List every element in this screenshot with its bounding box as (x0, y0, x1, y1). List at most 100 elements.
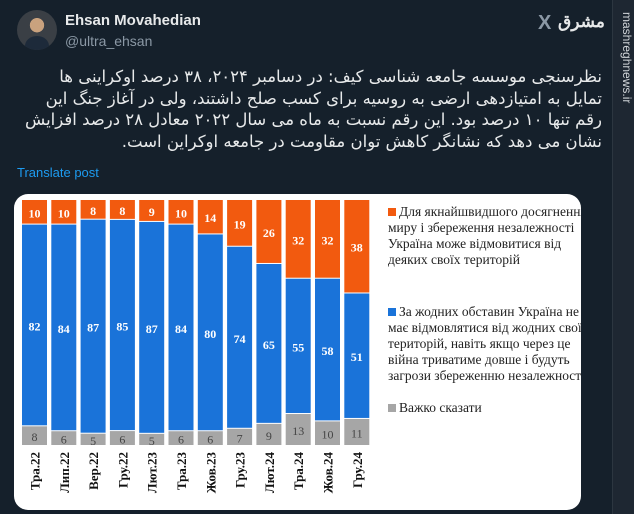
x-tick-label: Жов.23 (203, 452, 218, 494)
data-label: 19 (234, 217, 246, 231)
legend-item-concede: Для якнайшвидшого досягнення миру і збер… (388, 204, 581, 268)
data-label: 5 (149, 434, 155, 448)
bar-segment (197, 431, 223, 445)
bar-segment (80, 219, 106, 433)
bar-segment (315, 200, 340, 278)
data-label: 14 (204, 211, 216, 225)
data-label: 84 (58, 322, 70, 336)
bar-segment (227, 246, 253, 428)
bar-segment (285, 414, 311, 445)
author-handle[interactable]: @ultra_ehsan (65, 33, 153, 49)
data-label: 8 (90, 204, 96, 218)
bar-segment (51, 431, 77, 445)
data-label: 10 (58, 206, 70, 220)
data-label: 10 (175, 206, 187, 220)
bar-segment (80, 200, 106, 219)
x-tick-label: Жов.24 (321, 452, 336, 494)
data-label: 26 (263, 226, 275, 240)
legend-label: Важко сказати (399, 400, 482, 415)
bar-segment (109, 219, 135, 431)
data-label: 9 (149, 205, 155, 219)
x-tick-label: Лип.22 (57, 452, 72, 493)
data-label: 9 (266, 429, 272, 443)
bar-segment (344, 200, 370, 293)
x-tick-label: Гру.24 (350, 452, 365, 488)
data-label: 65 (263, 338, 275, 352)
bar-segment (139, 200, 165, 221)
x-tick-label: Лют.24 (262, 452, 277, 494)
data-label: 11 (351, 426, 363, 440)
bar-segment (227, 200, 253, 246)
bar-segment (22, 426, 47, 445)
bar-segment (80, 433, 106, 445)
bar-segment (51, 200, 77, 224)
stacked-bar-chart: 10 82 8 Тра.22 10 84 6 Лип.22 8 87 5 Вер.22 8 85 6 Гру.… (22, 200, 370, 494)
data-label: 10 (322, 428, 334, 442)
data-label: 8 (119, 204, 125, 218)
translate-post-link[interactable]: Translate post (17, 165, 99, 180)
legend-label: Для якнайшвидшого досягнення миру і збер… (388, 204, 581, 267)
legend-swatch (388, 208, 396, 216)
data-label: 6 (119, 433, 125, 447)
bar-segment (285, 200, 311, 278)
data-label: 10 (29, 206, 41, 220)
data-label: 6 (61, 433, 67, 447)
bar-segment (315, 278, 340, 421)
data-label: 82 (29, 319, 41, 333)
data-label: 7 (237, 431, 243, 445)
data-label: 32 (292, 233, 304, 247)
watermark-site: mashreghnews.ir (620, 12, 634, 104)
bar-segment (168, 431, 194, 445)
bar-segment (256, 423, 282, 445)
bar-segment (256, 263, 282, 423)
watermark-logo: مشرق (558, 12, 605, 31)
data-label: 5 (90, 434, 96, 448)
data-label: 32 (322, 233, 334, 247)
bar-segment (315, 421, 340, 445)
legend-label: За жодних обставин Україна не має відмов… (388, 304, 581, 383)
data-label: 13 (292, 424, 304, 438)
legend-swatch (388, 308, 396, 316)
data-label: 85 (116, 319, 128, 333)
bar-segment (51, 224, 77, 431)
data-label: 55 (292, 340, 304, 354)
x-tick-label: Лют.23 (145, 452, 160, 494)
bar-segment (168, 224, 194, 431)
author-name[interactable]: Ehsan Movahedian (65, 12, 201, 29)
bar-segment (109, 431, 135, 445)
data-label: 38 (351, 241, 363, 255)
data-label: 51 (351, 350, 363, 364)
data-label: 58 (322, 344, 334, 358)
bar-segment (168, 200, 194, 224)
data-label: 74 (234, 332, 246, 346)
bar-segment (22, 224, 47, 426)
x-tick-label: Тра.23 (174, 452, 189, 491)
bar-segment (139, 433, 165, 445)
data-label: 80 (204, 327, 216, 341)
avatar[interactable] (17, 10, 57, 50)
data-label: 6 (207, 433, 213, 447)
bar-segment (197, 200, 223, 234)
bar-segment (285, 278, 311, 414)
bar-segment (197, 234, 223, 431)
bar-segment (344, 293, 370, 418)
bar-segment (22, 200, 47, 224)
x-tick-label: Вер.22 (86, 452, 101, 490)
bar-segment (139, 221, 165, 433)
data-label: 8 (32, 430, 38, 444)
tweet-text: نظرسنجی موسسه جامعه شناسی کیف: در دسامبر… (25, 67, 602, 151)
x-logo-icon: X (538, 12, 552, 34)
data-label: 87 (146, 322, 158, 336)
bar-segment (227, 428, 253, 445)
x-tick-label: Гру.23 (233, 452, 248, 488)
bar-segment (256, 200, 282, 263)
data-label: 6 (178, 433, 184, 447)
chart-image[interactable]: 10 82 8 Тра.22 10 84 6 Лип.22 8 87 5 Вер.22 8 85 6 Гру.… (14, 194, 581, 510)
x-tick-label: Тра.22 (28, 452, 43, 490)
watermark-strip (612, 0, 634, 514)
legend-swatch (388, 404, 396, 412)
x-tick-label: Тра.24 (291, 452, 306, 491)
data-label: 84 (175, 322, 187, 336)
legend-item-hard-to-say: Важко сказати (388, 400, 581, 416)
bar-segment (109, 200, 135, 219)
